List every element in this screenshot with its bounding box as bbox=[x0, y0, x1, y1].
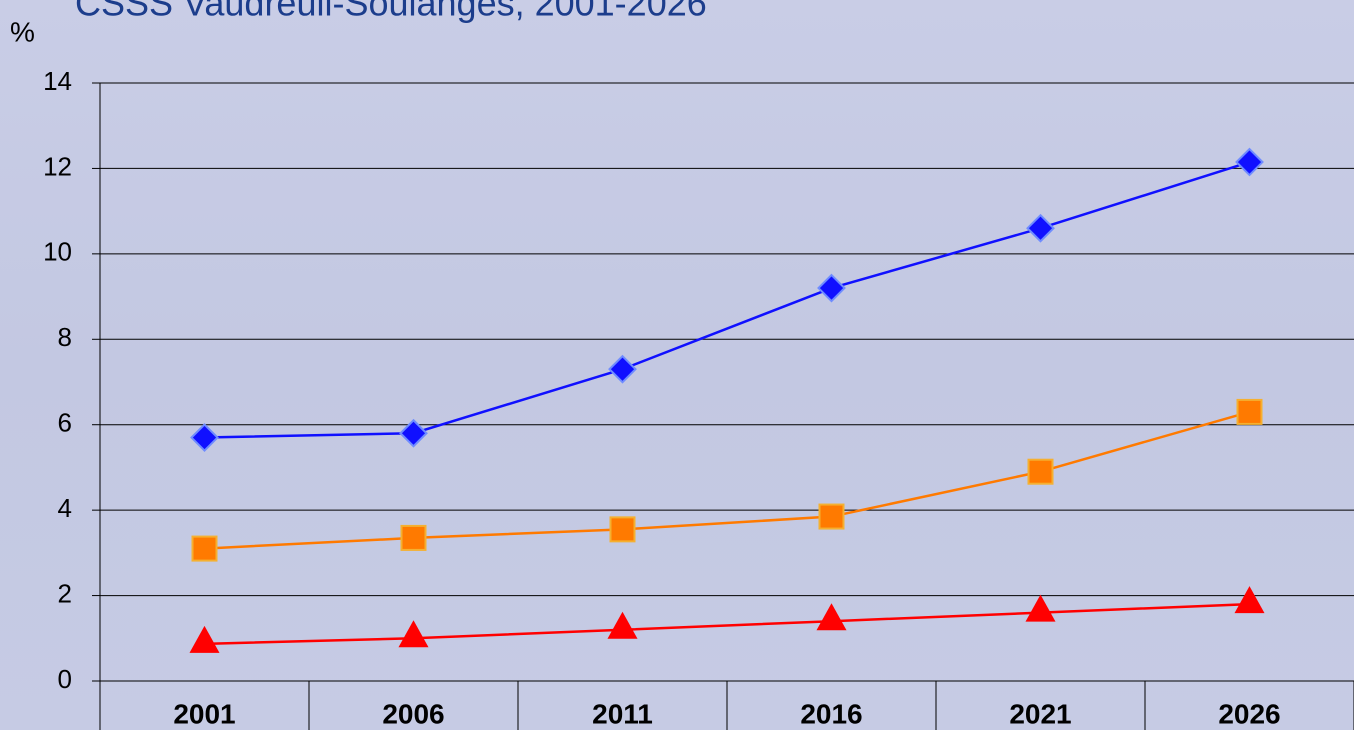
x-tick-label: 2006 bbox=[382, 698, 444, 729]
marker bbox=[190, 423, 219, 452]
marker bbox=[818, 503, 845, 530]
x-tick-label: 2011 bbox=[592, 698, 653, 729]
series-line bbox=[204, 602, 1250, 646]
marker bbox=[1027, 458, 1054, 485]
marker bbox=[608, 354, 637, 384]
y-tick-label: 14 bbox=[43, 66, 72, 96]
marker bbox=[398, 620, 429, 648]
chart-title: CSSS Vaudreuil-Soulanges, 2001-2026 bbox=[75, 0, 707, 24]
y-tick-label: 10 bbox=[43, 237, 72, 267]
y-tick-label: 8 bbox=[58, 322, 72, 352]
marker bbox=[817, 273, 846, 303]
marker bbox=[609, 516, 636, 543]
marker bbox=[1235, 147, 1264, 177]
marker bbox=[1234, 586, 1265, 614]
marker bbox=[1026, 213, 1055, 243]
y-tick-label: 0 bbox=[58, 664, 72, 694]
marker bbox=[399, 418, 428, 448]
marker bbox=[400, 524, 427, 551]
marker bbox=[191, 535, 218, 562]
marker bbox=[1025, 594, 1056, 622]
y-tick-label: 2 bbox=[58, 578, 72, 608]
marker bbox=[1236, 398, 1263, 425]
marker bbox=[607, 611, 638, 639]
y-tick-label: 12 bbox=[43, 151, 72, 181]
x-tick-label: 2016 bbox=[800, 698, 862, 729]
series-line bbox=[204, 410, 1250, 550]
marker bbox=[189, 625, 220, 653]
y-axis-label: % bbox=[10, 16, 35, 47]
x-tick-label: 2021 bbox=[1009, 698, 1071, 729]
x-tick-label: 2026 bbox=[1218, 698, 1280, 729]
x-tick-label: 2001 bbox=[173, 698, 235, 729]
series-line bbox=[204, 160, 1250, 439]
marker bbox=[816, 603, 847, 631]
y-tick-label: 4 bbox=[58, 493, 72, 523]
y-tick-label: 6 bbox=[58, 408, 72, 438]
